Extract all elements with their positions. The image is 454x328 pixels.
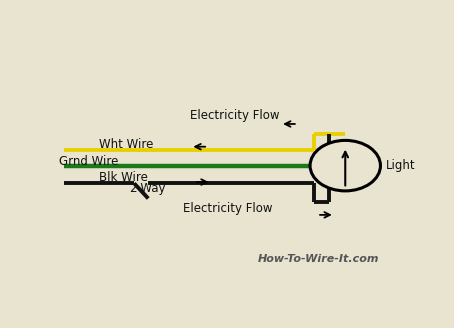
Text: Grnd Wire: Grnd Wire [59, 155, 118, 168]
Circle shape [310, 140, 380, 191]
Text: Electricity Flow: Electricity Flow [183, 202, 273, 215]
Text: Electricity Flow: Electricity Flow [191, 109, 280, 122]
Text: How-To-Wire-It.com: How-To-Wire-It.com [257, 254, 379, 264]
Text: Light: Light [386, 159, 415, 172]
Text: Wht Wire: Wht Wire [99, 138, 153, 151]
Text: Blk Wire: Blk Wire [99, 171, 148, 183]
Text: 2-Way: 2-Way [129, 182, 165, 195]
